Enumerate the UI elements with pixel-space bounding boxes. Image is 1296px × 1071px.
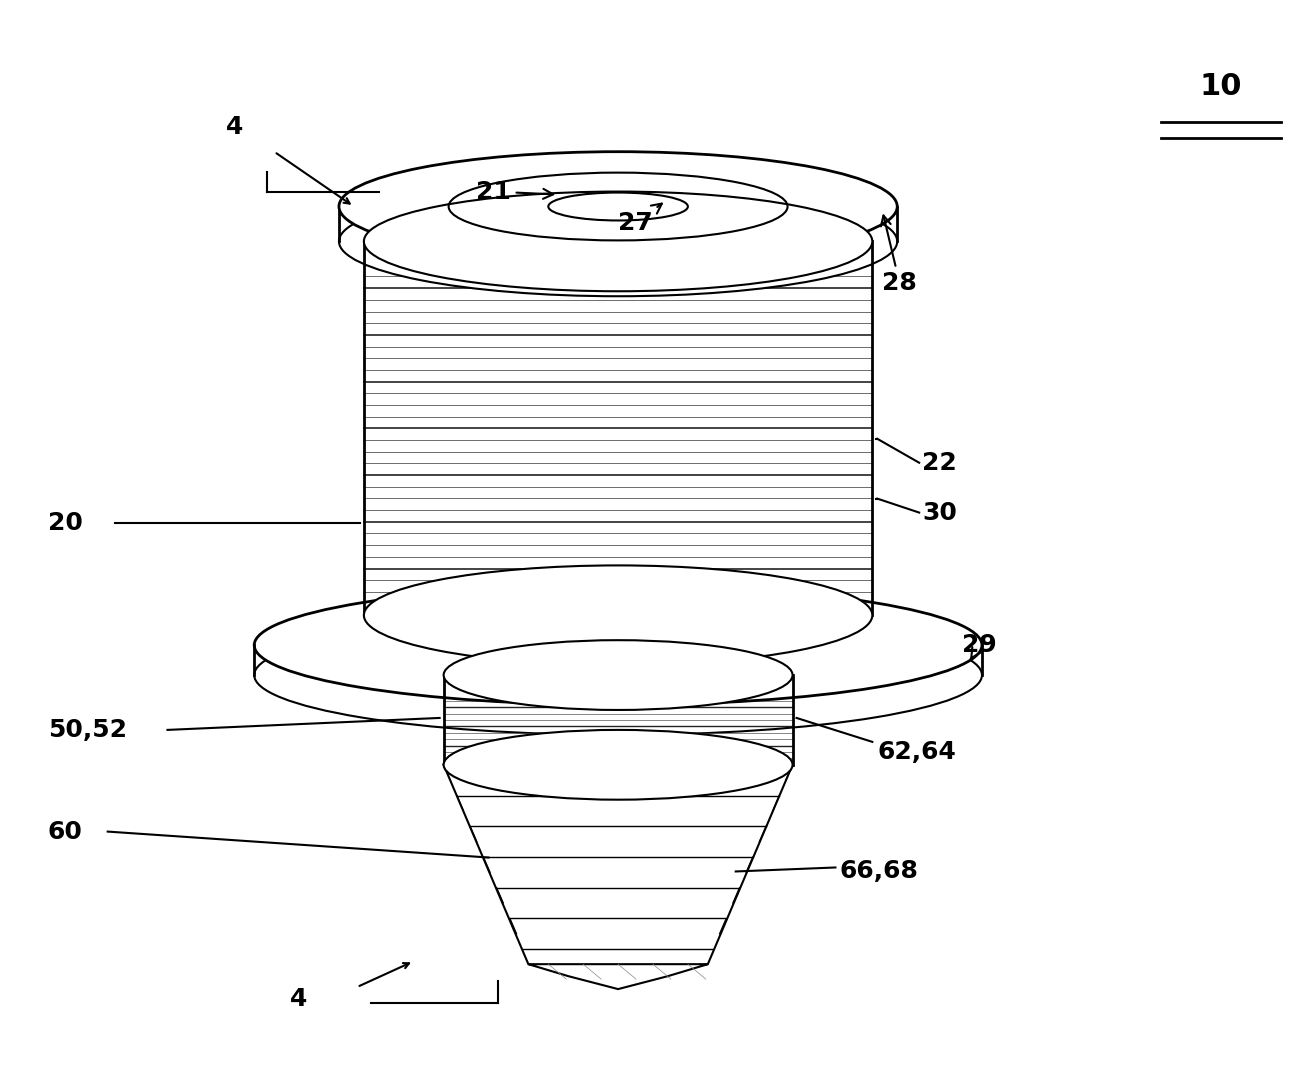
Text: 4: 4 [290, 987, 307, 1011]
Text: 27: 27 [618, 203, 662, 236]
Polygon shape [529, 964, 708, 990]
Ellipse shape [254, 615, 982, 735]
Text: 22: 22 [923, 451, 956, 474]
Polygon shape [443, 675, 793, 765]
Text: 20: 20 [48, 511, 83, 534]
Ellipse shape [364, 192, 872, 291]
Polygon shape [364, 241, 872, 615]
Polygon shape [443, 765, 793, 981]
Text: 21: 21 [476, 180, 553, 203]
Ellipse shape [364, 565, 872, 665]
Text: 30: 30 [923, 500, 956, 525]
Ellipse shape [254, 586, 982, 705]
Ellipse shape [443, 730, 793, 800]
Text: 29: 29 [962, 633, 997, 660]
Ellipse shape [443, 640, 793, 710]
Text: 66,68: 66,68 [840, 859, 919, 884]
Ellipse shape [340, 186, 897, 297]
Text: 50,52: 50,52 [48, 718, 127, 742]
Ellipse shape [340, 152, 897, 261]
Text: 60: 60 [48, 819, 83, 844]
Polygon shape [254, 645, 982, 675]
Text: 28: 28 [881, 215, 918, 296]
Polygon shape [340, 207, 897, 241]
Text: 4: 4 [226, 115, 242, 139]
Text: 62,64: 62,64 [877, 740, 956, 764]
Text: 10: 10 [1200, 73, 1243, 102]
